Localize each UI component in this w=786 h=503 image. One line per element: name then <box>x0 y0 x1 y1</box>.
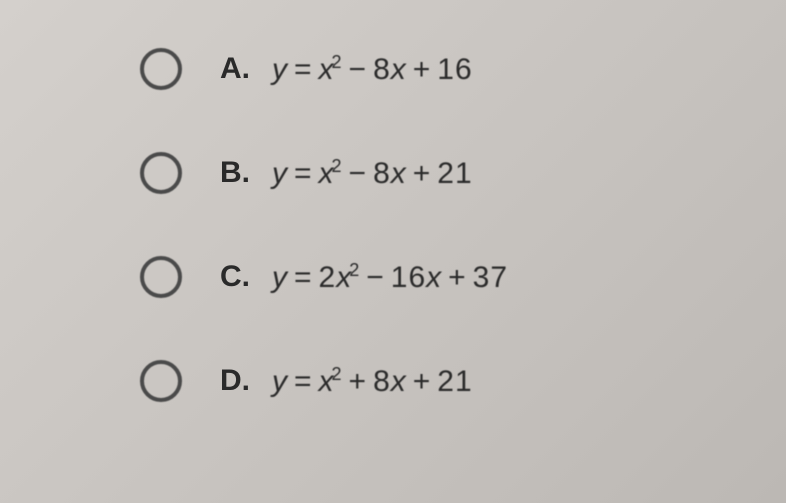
option-label-b: B. <box>220 156 254 190</box>
equation-b: y=x2−8x+21 <box>272 156 473 191</box>
multiple-choice-container: A. y=x2−8x+16 B. y=x2−8x+21 C. y=2x2−16x… <box>0 0 786 402</box>
radio-d[interactable] <box>140 360 182 402</box>
equation-c: y=2x2−16x+37 <box>272 260 508 295</box>
radio-a[interactable] <box>140 48 182 90</box>
option-row-a[interactable]: A. y=x2−8x+16 <box>140 48 786 90</box>
radio-b[interactable] <box>140 152 182 194</box>
option-label-d: D. <box>220 364 254 398</box>
option-row-b[interactable]: B. y=x2−8x+21 <box>140 152 786 194</box>
equation-d: y=x2+8x+21 <box>272 364 473 399</box>
option-row-c[interactable]: C. y=2x2−16x+37 <box>140 256 786 298</box>
radio-c[interactable] <box>140 256 182 298</box>
equation-a: y=x2−8x+16 <box>272 52 473 87</box>
option-row-d[interactable]: D. y=x2+8x+21 <box>140 360 786 402</box>
option-label-a: A. <box>220 52 254 86</box>
option-label-c: C. <box>220 260 254 294</box>
